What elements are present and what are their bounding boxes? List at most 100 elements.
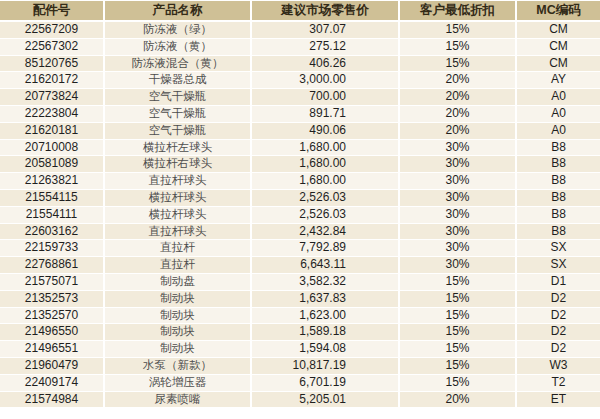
price-cell[interactable]: 1,623.00 — [252, 308, 400, 325]
mc-code-cell[interactable]: B8 — [517, 190, 600, 207]
table-row[interactable]: 21575071 制动盘 3,582.32 15% D1 — [0, 274, 600, 291]
table-row[interactable]: 20581089 横拉杆右球头 1,680.00 30% B8 — [0, 156, 600, 173]
column-header-min-discount[interactable]: 客户最低折扣 — [400, 1, 517, 22]
table-row[interactable]: 21554115 横拉杆球头 2,526.03 30% B8 — [0, 190, 600, 207]
product-name-cell[interactable]: 尿素喷嘴 — [105, 392, 252, 409]
discount-cell[interactable]: 15% — [400, 358, 517, 375]
discount-cell[interactable]: 20% — [400, 392, 517, 409]
price-cell[interactable]: 1,637.83 — [252, 291, 400, 308]
table-row[interactable]: 21554111 横拉杆球头 2,526.03 30% B8 — [0, 207, 600, 224]
part-number-cell[interactable]: 21352573 — [0, 291, 105, 308]
part-number-cell[interactable]: 21554115 — [0, 190, 105, 207]
discount-cell[interactable]: 15% — [400, 324, 517, 341]
discount-cell[interactable]: 30% — [400, 140, 517, 157]
discount-cell[interactable]: 30% — [400, 190, 517, 207]
discount-cell[interactable]: 30% — [400, 224, 517, 241]
price-cell[interactable]: 406.26 — [252, 56, 400, 73]
price-cell[interactable]: 700.00 — [252, 89, 400, 106]
table-row[interactable]: 21960479 水泵（新款） 10,817.19 15% W3 — [0, 358, 600, 375]
mc-code-cell[interactable]: SX — [517, 257, 600, 274]
mc-code-cell[interactable]: D2 — [517, 308, 600, 325]
product-name-cell[interactable]: 制动块 — [105, 308, 252, 325]
mc-code-cell[interactable]: D2 — [517, 324, 600, 341]
column-header-mc-code[interactable]: MC编码 — [517, 1, 600, 22]
part-number-cell[interactable]: 21574984 — [0, 392, 105, 409]
mc-code-cell[interactable]: T2 — [517, 375, 600, 392]
product-name-cell[interactable]: 制动块 — [105, 324, 252, 341]
part-number-cell[interactable]: 22223804 — [0, 106, 105, 123]
product-name-cell[interactable]: 直拉杆 — [105, 257, 252, 274]
mc-code-cell[interactable]: B8 — [517, 207, 600, 224]
table-row[interactable]: 21620172 干燥器总成 3,000.00 20% AY — [0, 72, 600, 89]
product-name-cell[interactable]: 横拉杆右球头 — [105, 156, 252, 173]
mc-code-cell[interactable]: SX — [517, 240, 600, 257]
price-cell[interactable]: 1,680.00 — [252, 156, 400, 173]
product-name-cell[interactable]: 空气干燥瓶 — [105, 106, 252, 123]
table-row[interactable]: 22567302 防冻液（黄） 275.12 15% CM — [0, 39, 600, 56]
table-row[interactable]: 21352573 制动块 1,637.83 15% D2 — [0, 291, 600, 308]
discount-cell[interactable]: 15% — [400, 375, 517, 392]
discount-cell[interactable]: 15% — [400, 22, 517, 39]
table-row[interactable]: 22603162 直拉杆球头 2,432.84 30% B8 — [0, 224, 600, 241]
discount-cell[interactable]: 30% — [400, 240, 517, 257]
part-number-cell[interactable]: 21620172 — [0, 72, 105, 89]
discount-cell[interactable]: 30% — [400, 207, 517, 224]
part-number-cell[interactable]: 22567209 — [0, 22, 105, 39]
discount-cell[interactable]: 20% — [400, 89, 517, 106]
part-number-cell[interactable]: 21496551 — [0, 341, 105, 358]
mc-code-cell[interactable]: B8 — [517, 156, 600, 173]
product-name-cell[interactable]: 制动块 — [105, 341, 252, 358]
price-cell[interactable]: 6,643.11 — [252, 257, 400, 274]
product-name-cell[interactable]: 涡轮增压器 — [105, 375, 252, 392]
price-cell[interactable]: 275.12 — [252, 39, 400, 56]
product-name-cell[interactable]: 横拉杆球头 — [105, 190, 252, 207]
mc-code-cell[interactable]: D2 — [517, 341, 600, 358]
product-name-cell[interactable]: 防冻液（绿） — [105, 22, 252, 39]
price-cell[interactable]: 1,589.18 — [252, 324, 400, 341]
discount-cell[interactable]: 15% — [400, 291, 517, 308]
mc-code-cell[interactable]: CM — [517, 56, 600, 73]
price-cell[interactable]: 2,526.03 — [252, 207, 400, 224]
column-header-retail-price[interactable]: 建议市场零售价 — [252, 1, 400, 22]
product-name-cell[interactable]: 水泵（新款） — [105, 358, 252, 375]
discount-cell[interactable]: 15% — [400, 39, 517, 56]
table-row[interactable]: 21574984 尿素喷嘴 5,205.01 20% ET — [0, 392, 600, 409]
price-cell[interactable]: 891.71 — [252, 106, 400, 123]
discount-cell[interactable]: 20% — [400, 123, 517, 140]
mc-code-cell[interactable]: A0 — [517, 106, 600, 123]
price-cell[interactable]: 1,680.00 — [252, 140, 400, 157]
price-cell[interactable]: 1,680.00 — [252, 173, 400, 190]
mc-code-cell[interactable]: B8 — [517, 140, 600, 157]
column-header-part-number[interactable]: 配件号 — [0, 1, 105, 22]
product-name-cell[interactable]: 直拉杆球头 — [105, 173, 252, 190]
part-number-cell[interactable]: 20581089 — [0, 156, 105, 173]
part-number-cell[interactable]: 85120765 — [0, 56, 105, 73]
price-cell[interactable]: 5,205.01 — [252, 392, 400, 409]
table-row[interactable]: 22567209 防冻液（绿） 307.07 15% CM — [0, 22, 600, 39]
mc-code-cell[interactable]: CM — [517, 22, 600, 39]
table-row[interactable]: 21352570 制动块 1,623.00 15% D2 — [0, 308, 600, 325]
part-number-cell[interactable]: 22768861 — [0, 257, 105, 274]
table-row[interactable]: 22409174 涡轮增压器 6,701.19 15% T2 — [0, 375, 600, 392]
price-cell[interactable]: 10,817.19 — [252, 358, 400, 375]
discount-cell[interactable]: 20% — [400, 72, 517, 89]
product-name-cell[interactable]: 防冻液（黄） — [105, 39, 252, 56]
part-number-cell[interactable]: 21554111 — [0, 207, 105, 224]
table-row[interactable]: 21496551 制动块 1,594.08 15% D2 — [0, 341, 600, 358]
product-name-cell[interactable]: 防冻液混合（黄） — [105, 56, 252, 73]
product-name-cell[interactable]: 空气干燥瓶 — [105, 89, 252, 106]
price-cell[interactable]: 2,526.03 — [252, 190, 400, 207]
part-number-cell[interactable]: 22603162 — [0, 224, 105, 241]
product-name-cell[interactable]: 直拉杆 — [105, 240, 252, 257]
table-row[interactable]: 20773824 空气干燥瓶 700.00 20% A0 — [0, 89, 600, 106]
part-number-cell[interactable]: 21352570 — [0, 308, 105, 325]
discount-cell[interactable]: 30% — [400, 257, 517, 274]
part-number-cell[interactable]: 22409174 — [0, 375, 105, 392]
price-cell[interactable]: 6,701.19 — [252, 375, 400, 392]
product-name-cell[interactable]: 直拉杆球头 — [105, 224, 252, 241]
table-row[interactable]: 21263821 直拉杆球头 1,680.00 30% B8 — [0, 173, 600, 190]
part-number-cell[interactable]: 21496550 — [0, 324, 105, 341]
price-cell[interactable]: 3,582.32 — [252, 274, 400, 291]
part-number-cell[interactable]: 22159733 — [0, 240, 105, 257]
part-number-cell[interactable]: 21960479 — [0, 358, 105, 375]
